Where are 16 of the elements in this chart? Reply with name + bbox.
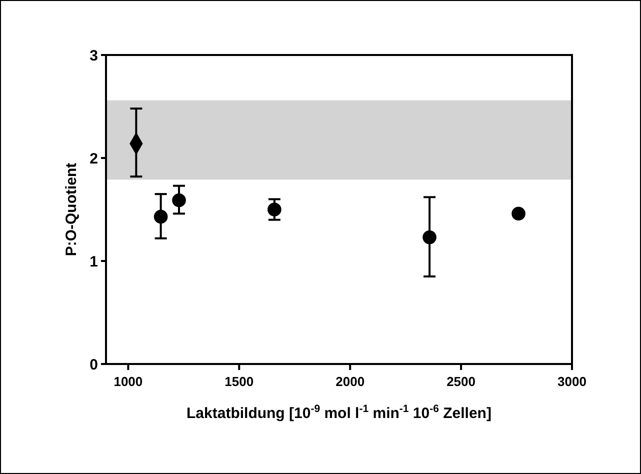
x-tick-label: 2500 <box>446 374 476 389</box>
point <box>154 210 168 224</box>
point <box>268 202 282 216</box>
y-tick-label: 2 <box>90 150 98 168</box>
x-tick-label: 3000 <box>558 374 586 389</box>
x-tick-label: 1000 <box>114 374 143 389</box>
text: Laktatbildung [10$^{-9}$ mol l$^{-1}$ min$^{-1}$ 10$^{-6}$ Zellen] <box>186 403 492 422</box>
point <box>512 206 526 221</box>
x-tick-label: 1500 <box>224 374 254 389</box>
y-tick-label: 1 <box>90 253 98 270</box>
point <box>172 193 186 208</box>
x-tick-label: 2000 <box>336 374 365 389</box>
point <box>422 230 436 244</box>
y-tick-label: 0 <box>90 356 98 374</box>
y-tick-label: 3 <box>90 47 98 64</box>
y-axis-title: P:O-Quotient <box>63 162 80 256</box>
